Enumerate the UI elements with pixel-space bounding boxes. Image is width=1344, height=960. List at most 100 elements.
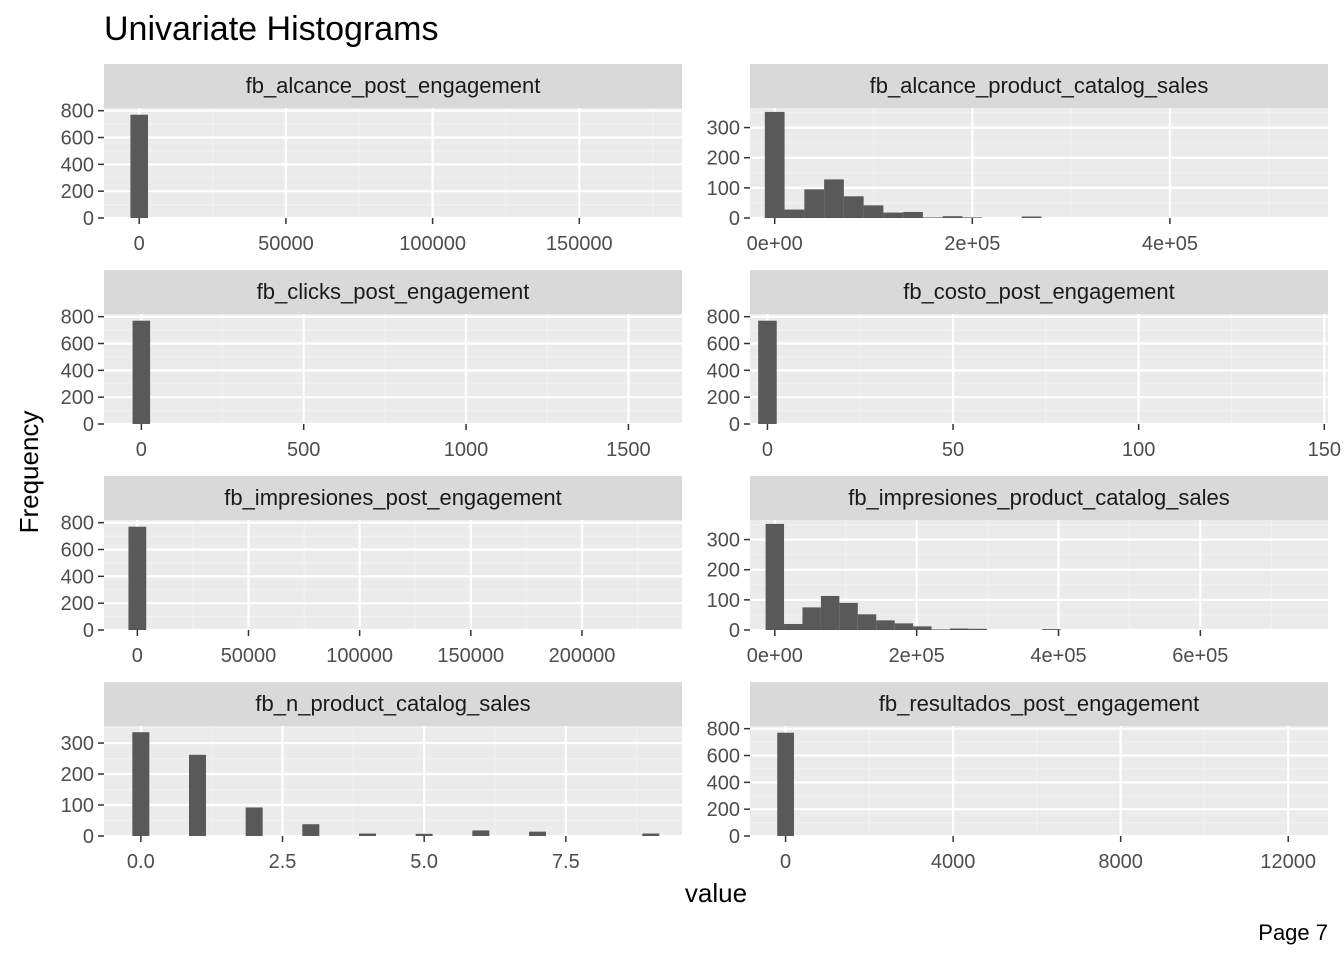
facet-strip-title: fb_alcance_product_catalog_sales	[870, 73, 1209, 98]
y-tick-label: 400	[61, 154, 94, 176]
x-tick-label: 50000	[221, 645, 277, 667]
histogram-bar	[758, 320, 777, 424]
histogram-bar	[1042, 629, 1061, 630]
histogram-bar	[189, 754, 206, 836]
x-tick-label: 0e+00	[747, 645, 803, 667]
facet-strip	[750, 270, 1328, 314]
histogram-bar	[472, 830, 490, 836]
facet-panel: fb_clicks_post_engagement 0 200 400 600 800 0 5…	[61, 270, 682, 461]
histogram-bar	[765, 523, 785, 630]
histogram-bar	[843, 196, 864, 218]
x-tick-label: 8000	[1098, 851, 1143, 873]
x-tick-label: 0	[762, 439, 773, 461]
page-number-label: Page 7	[1258, 920, 1328, 945]
y-tick-label: 0	[83, 826, 94, 848]
facet-strip-title: fb_clicks_post_engagement	[257, 279, 530, 304]
x-tick-label: 2e+05	[944, 233, 1000, 255]
x-tick-label: 4000	[931, 851, 976, 873]
x-axis-title: value	[685, 878, 747, 908]
y-axis-title: Frequency	[14, 411, 44, 534]
facet-panel: fb_alcance_post_engagement 0 200 400 600 800 0…	[61, 64, 682, 255]
panel-background	[104, 314, 682, 424]
x-tick-label: 1000	[444, 439, 489, 461]
y-tick-label: 100	[707, 590, 740, 612]
y-tick-label: 100	[707, 178, 740, 200]
histogram-bar	[1021, 216, 1042, 218]
y-tick-label: 0	[729, 208, 740, 230]
x-tick-label: 50000	[258, 233, 314, 255]
y-tick-label: 600	[61, 128, 94, 150]
histogram-bar	[857, 614, 877, 630]
histogram-bar	[245, 807, 263, 836]
facet-strip	[104, 476, 682, 520]
histogram-bar	[132, 732, 150, 836]
histogram-bar	[802, 607, 821, 630]
histogram-bar	[949, 628, 969, 630]
histogram-bar	[529, 831, 546, 836]
x-tick-label: 2.5	[269, 851, 297, 873]
histogram-bar	[824, 179, 844, 218]
y-tick-label: 800	[61, 513, 94, 535]
y-tick-label: 400	[61, 360, 94, 382]
x-tick-label: 0	[134, 233, 145, 255]
x-tick-label: 0.0	[127, 851, 155, 873]
x-tick-label: 150	[1308, 439, 1341, 461]
histogram-bar	[777, 732, 794, 836]
panel-background	[104, 520, 682, 630]
facet-panel: fb_costo_post_engagement 0 200 400 600 800 0 50…	[707, 270, 1341, 461]
x-tick-label: 6e+05	[1172, 645, 1228, 667]
facet-panel: fb_alcance_product_catalog_sales 0 100 200 3…	[707, 64, 1328, 255]
histogram-bar	[942, 216, 963, 218]
histogram-bar	[302, 824, 320, 836]
x-tick-label: 4e+05	[1142, 233, 1198, 255]
x-tick-label: 1500	[606, 439, 651, 461]
histogram-bar	[863, 205, 884, 218]
x-tick-label: 100000	[399, 233, 466, 255]
y-tick-label: 300	[61, 733, 94, 755]
histogram-bar	[764, 111, 785, 218]
histogram-bar	[883, 212, 904, 218]
y-tick-label: 200	[61, 387, 94, 409]
y-tick-label: 0	[83, 620, 94, 642]
y-tick-label: 600	[61, 540, 94, 562]
facet-strip-title: fb_resultados_post_engagement	[879, 691, 1199, 716]
y-tick-label: 200	[61, 181, 94, 203]
facet-panel: fb_resultados_post_engagement 0 200 400 600 8…	[707, 682, 1328, 873]
facet-panel: fb_impresiones_product_catalog_sales 0 100…	[707, 476, 1328, 667]
panel-background	[104, 108, 682, 218]
facet-strip	[750, 64, 1328, 108]
histogram-bar	[784, 209, 805, 218]
y-tick-label: 300	[707, 530, 740, 552]
histogram-bar	[820, 595, 840, 630]
x-tick-label: 0e+00	[747, 233, 803, 255]
y-tick-label: 0	[83, 208, 94, 230]
y-tick-label: 200	[707, 387, 740, 409]
histogram-bar	[876, 620, 895, 630]
x-tick-label: 7.5	[552, 851, 580, 873]
histogram-bar	[415, 833, 433, 836]
facet-strip	[104, 270, 682, 314]
facet-panel: fb_n_product_catalog_sales 0 100 200 300 0.0 2…	[61, 682, 682, 873]
facet-strip	[104, 64, 682, 108]
histogram-bar	[913, 626, 932, 630]
y-tick-label: 0	[83, 414, 94, 436]
x-tick-label: 200000	[549, 645, 616, 667]
facet-panel: fb_impresiones_post_engagement 0 200 400 600…	[61, 476, 682, 667]
y-tick-label: 800	[707, 719, 740, 741]
x-tick-label: 0	[132, 645, 143, 667]
facet-strip-title: fb_costo_post_engagement	[903, 279, 1175, 304]
y-tick-label: 100	[61, 795, 94, 817]
y-tick-label: 600	[707, 746, 740, 768]
x-tick-label: 100000	[326, 645, 393, 667]
histogram-bar	[894, 623, 914, 630]
facet-strip	[104, 682, 682, 726]
histogram-bar	[132, 320, 151, 424]
histogram-bar	[128, 526, 147, 630]
histogram-bar	[931, 629, 950, 630]
y-tick-label: 0	[729, 620, 740, 642]
y-tick-label: 400	[61, 566, 94, 588]
y-tick-label: 600	[61, 334, 94, 356]
x-tick-label: 500	[287, 439, 320, 461]
y-tick-label: 300	[707, 118, 740, 140]
